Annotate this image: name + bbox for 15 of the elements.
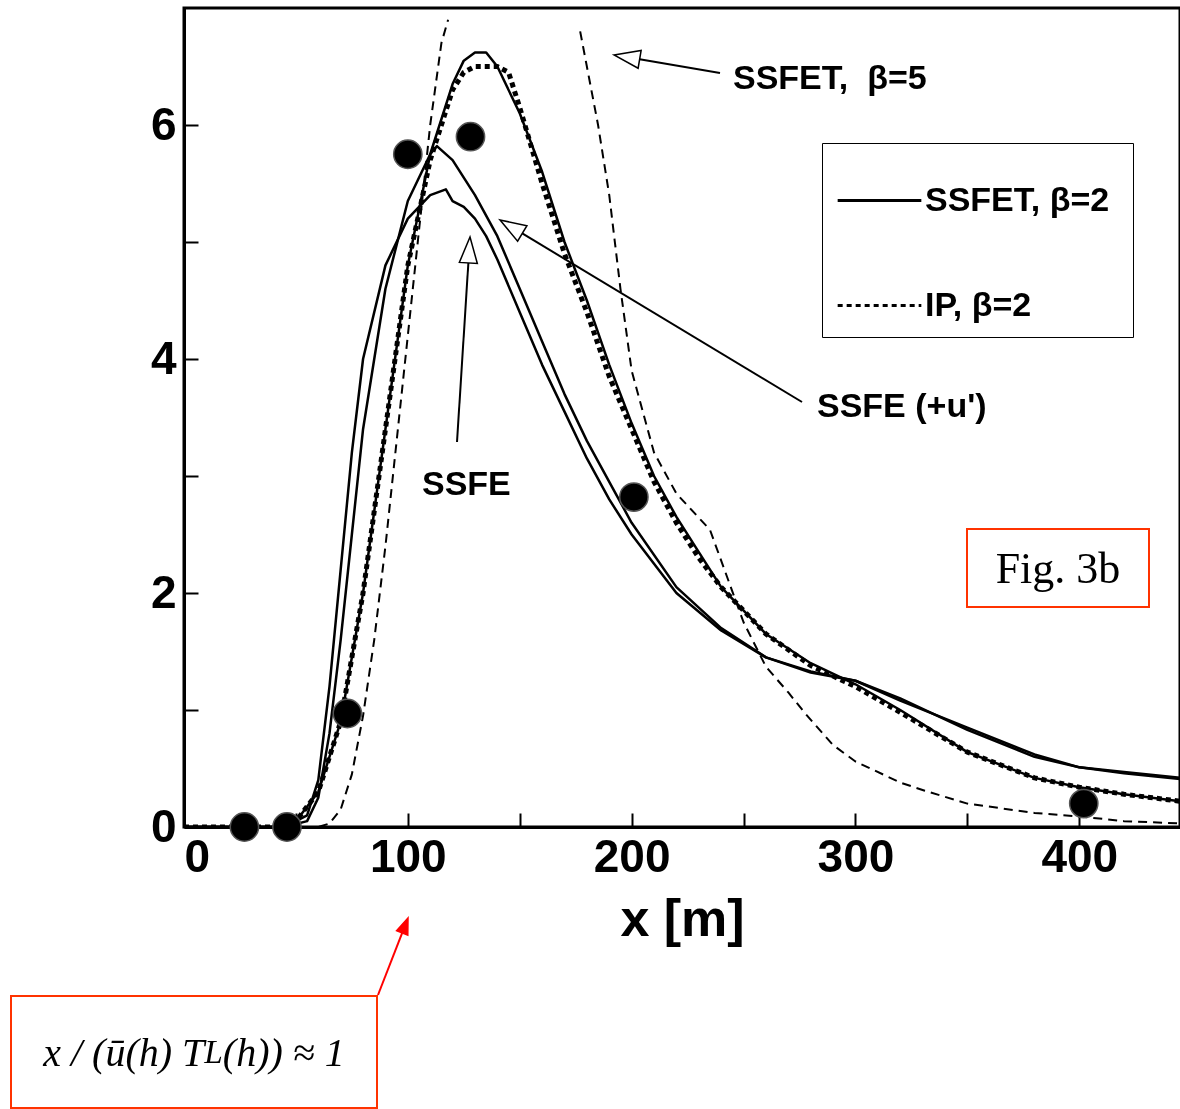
x-axis-title: x [m] [620, 888, 745, 947]
legend-label: IP, β=2 [925, 284, 1032, 323]
annotation: SSFE [422, 464, 511, 503]
x-tick-label: 0 [184, 829, 211, 882]
y-tick-label: 4 [150, 331, 177, 384]
legend-label: SSFET, β=2 [925, 179, 1110, 218]
x-tick-label: 100 [369, 829, 447, 882]
y-tick-label: 2 [150, 565, 177, 618]
x-tick-label: 200 [593, 829, 671, 882]
annotation: SSFE (+u') [817, 386, 987, 425]
annotation: SSFET, β=5 [733, 58, 927, 97]
y-tick-label: 6 [150, 97, 177, 150]
x-tick-label: 400 [1041, 829, 1119, 882]
x-tick-label: 300 [817, 829, 895, 882]
annotation: Fig. 3b [966, 528, 1150, 608]
